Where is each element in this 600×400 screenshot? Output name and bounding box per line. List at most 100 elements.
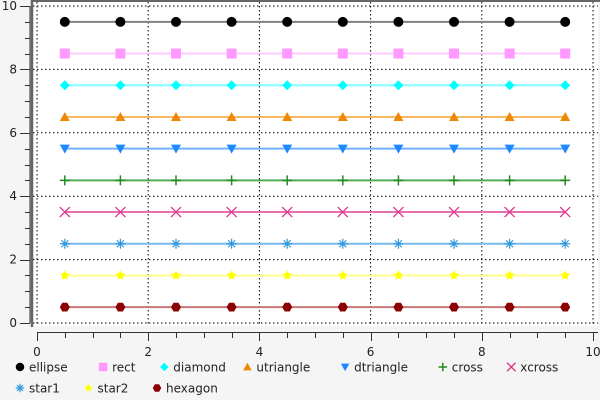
data-point: [59, 144, 70, 154]
data-point: [504, 48, 515, 59]
marker-shape: [15, 383, 25, 393]
marker-shape: [393, 238, 404, 249]
marker-shape: [337, 16, 348, 27]
x-tick-label: 10: [585, 345, 600, 359]
marker-shape: [226, 48, 237, 59]
marker-shape: [449, 144, 459, 154]
legend-marker: [506, 362, 517, 372]
series-dtriangle: [59, 144, 571, 154]
y-tick-label: 4: [9, 189, 17, 203]
marker-shape: [449, 16, 459, 27]
marker-shape: [393, 302, 404, 312]
marker-shape: [226, 80, 237, 91]
marker-shape: [393, 48, 404, 59]
data-point: [560, 111, 571, 121]
data-point: [560, 238, 571, 249]
marker-shape: [59, 144, 70, 154]
marker-shape: [59, 302, 70, 312]
data-point: [504, 302, 515, 312]
marker-shape: [449, 80, 459, 91]
data-point: [449, 270, 459, 280]
marker-shape: [504, 302, 515, 312]
marker-shape: [504, 48, 515, 59]
data-point: [226, 175, 237, 186]
data-point: [560, 175, 571, 186]
marker-shape: [171, 144, 181, 154]
marker-shape: [59, 80, 70, 91]
data-point: [226, 48, 237, 59]
data-point: [282, 48, 293, 59]
data-point: [226, 206, 238, 218]
data-point: [449, 144, 459, 154]
data-point: [171, 111, 181, 121]
data-point: [59, 48, 70, 59]
marker-shape: [560, 144, 571, 154]
data-point: [560, 302, 571, 312]
data-point: [59, 175, 70, 186]
legend-marker: [340, 363, 350, 372]
marker-shape: [98, 362, 108, 372]
data-point: [171, 270, 181, 280]
legend-marker: [152, 384, 162, 392]
marker-shape: [115, 80, 126, 91]
marker-shape: [282, 16, 293, 27]
series: [59, 16, 571, 312]
data-point: [560, 16, 571, 27]
data-point: [226, 16, 237, 27]
marker-shape: [504, 144, 515, 154]
series-star2: [60, 270, 570, 280]
legend-label: star2: [98, 382, 129, 396]
y-tick-label: 0: [9, 316, 17, 330]
data-point: [282, 270, 292, 280]
series-diamond: [59, 80, 571, 91]
series-rect: [59, 48, 571, 59]
data-point: [226, 302, 237, 312]
series-ellipse: [59, 16, 571, 27]
data-point: [504, 175, 515, 186]
marker-shape: [337, 111, 348, 121]
marker-shape: [560, 238, 571, 249]
marker-shape: [171, 270, 181, 280]
marker-shape: [160, 362, 169, 372]
marker-shape: [560, 302, 571, 312]
series-hexagon: [59, 302, 571, 312]
data-point: [282, 111, 293, 121]
legend: ellipse rect diamond utriangle dtriangle cros…: [15, 361, 558, 396]
marker-shape: [393, 270, 404, 280]
marker-shape: [337, 175, 348, 186]
marker-shape: [337, 206, 349, 218]
legend-marker: [84, 383, 93, 392]
data-point: [226, 80, 237, 91]
marker-shape: [171, 111, 181, 121]
data-point: [226, 238, 237, 249]
legend-label: hexagon: [166, 382, 218, 396]
y-tick-label: 10: [2, 0, 17, 13]
data-point: [171, 80, 181, 91]
marker-shape: [504, 238, 515, 249]
data-point: [448, 206, 460, 218]
marker-shape: [506, 362, 517, 372]
marker-shape: [115, 111, 126, 121]
legend-label: cross: [452, 361, 483, 375]
marker-shape: [337, 144, 348, 154]
data-point: [449, 48, 459, 59]
data-point: [337, 80, 348, 91]
data-point: [504, 206, 516, 218]
marker-shape: [438, 362, 448, 372]
data-point: [393, 270, 404, 280]
data-point: [115, 238, 126, 249]
data-point: [226, 111, 237, 121]
legend-label: utriangle: [256, 361, 310, 375]
legend-item-star1: star1: [15, 382, 60, 396]
data-point: [115, 302, 126, 312]
marker-shape: [449, 238, 459, 249]
marker-shape: [393, 175, 404, 186]
marker-shape: [560, 80, 571, 91]
marker-shape: [115, 144, 126, 154]
data-point: [337, 16, 348, 27]
legend-marker: [15, 383, 25, 393]
marker-shape: [226, 144, 237, 154]
marker-shape: [59, 175, 70, 186]
data-point: [449, 238, 459, 249]
